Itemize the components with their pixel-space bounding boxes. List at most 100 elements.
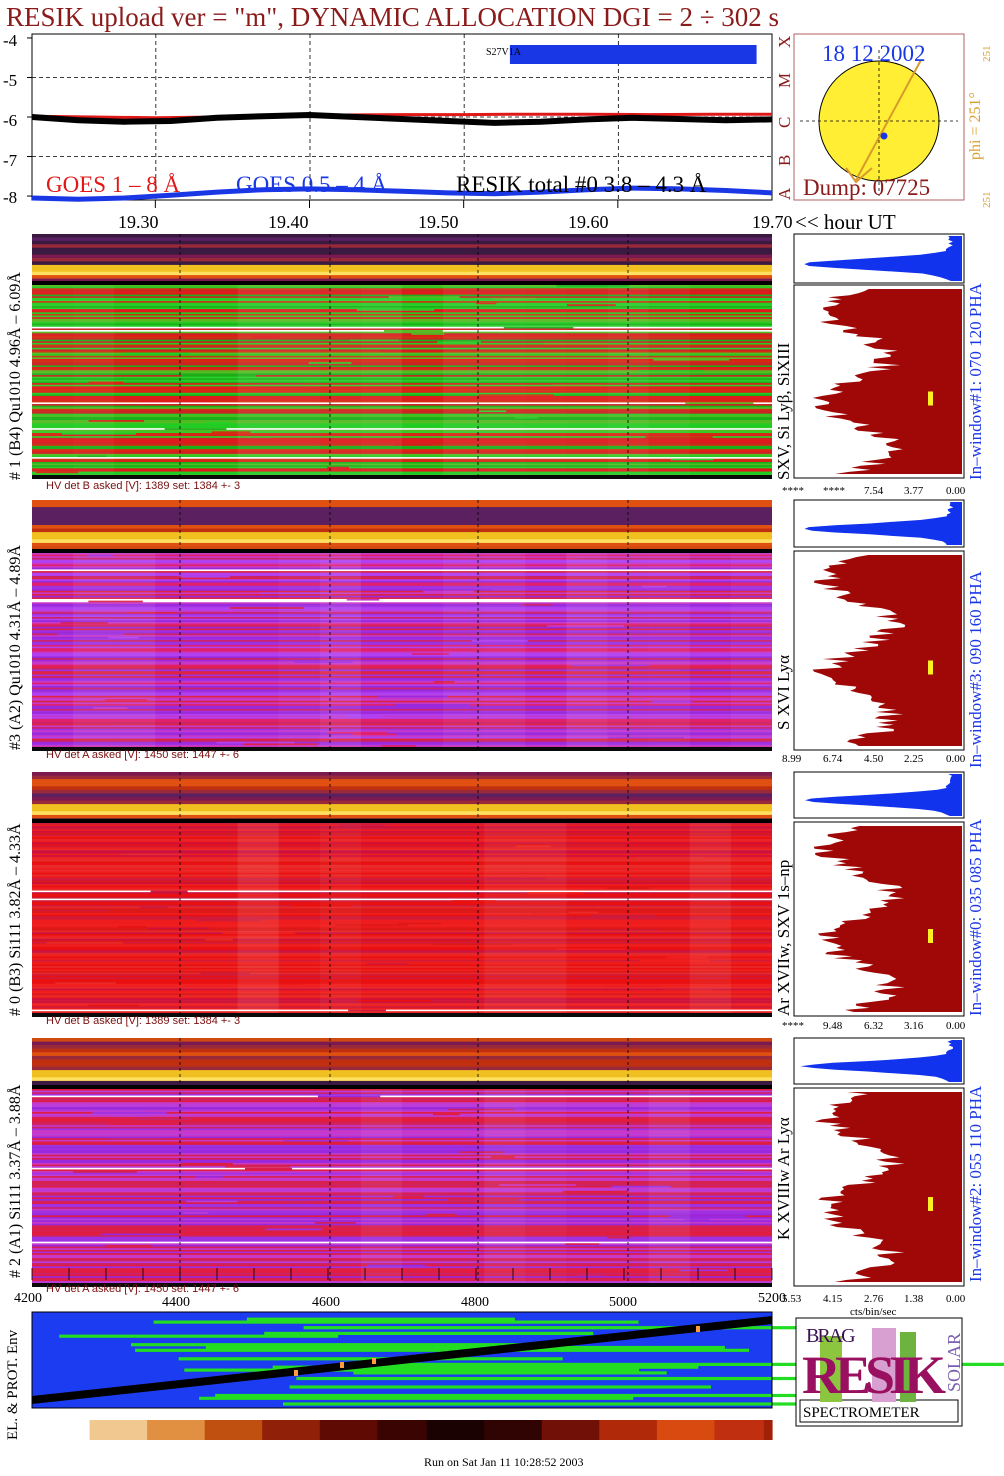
spectrogram-row	[32, 347, 772, 350]
spectrogram-row	[32, 901, 772, 905]
spectrogram-patch	[648, 708, 695, 712]
spectrogram-row	[32, 832, 772, 835]
spectrogram-patch	[113, 725, 160, 728]
spectrogram-row	[32, 866, 772, 869]
gradient-segment	[484, 1420, 493, 1440]
hist-tick: 3.77	[904, 485, 924, 497]
spectrogram-row	[32, 1107, 772, 1110]
segment-label: S27V1A	[486, 47, 522, 58]
spectrogram-row	[32, 1230, 772, 1233]
gradient-segment	[155, 1420, 165, 1440]
goes-class-label: X	[775, 35, 794, 48]
spectrogram-top-row	[32, 800, 772, 805]
spectrogram-patch	[88, 554, 113, 557]
spectrogram-patch	[670, 458, 714, 461]
spectrogram-row	[32, 656, 772, 659]
spectrogram-row	[32, 731, 772, 735]
hist-tick: 2.76	[864, 1293, 884, 1305]
spectrogram-patch	[128, 612, 175, 615]
spectrogram-patch	[479, 410, 507, 413]
spectrogram-row	[32, 1184, 772, 1187]
spectrogram-row	[32, 851, 772, 855]
spectrogram-patch	[556, 285, 629, 288]
spectrogram-patch	[607, 1236, 630, 1239]
gradient-segment	[689, 1420, 699, 1440]
spectrogram-row	[32, 1221, 772, 1225]
spectrogram-patch	[211, 431, 251, 434]
spectrogram-row	[32, 598, 772, 602]
gradient-segment	[64, 1420, 74, 1440]
spectrogram-row	[32, 672, 772, 676]
spectrogram-patch	[393, 1195, 425, 1198]
spectrogram-row	[32, 913, 772, 916]
hist-tick: 6.32	[864, 1020, 884, 1032]
spectrogram-row	[32, 975, 772, 978]
spectral-line-label: SXV, Si Lyβ, SiXIII	[774, 342, 793, 480]
spectrogram-column	[237, 823, 279, 1016]
gradient-segment	[434, 1420, 444, 1440]
spectrogram-row	[32, 831, 772, 834]
spectrogram-row	[32, 1108, 772, 1111]
spectrogram-patch	[388, 296, 460, 299]
spectrogram-row	[32, 1138, 772, 1141]
gradient-segment	[303, 1420, 313, 1440]
gradient-segment	[73, 1420, 82, 1440]
spectrogram-row	[32, 824, 772, 827]
spectrogram-row	[32, 1194, 772, 1197]
spectrogram-row	[32, 378, 772, 381]
spectrogram-top-row	[32, 1063, 772, 1068]
spectrogram-row	[32, 708, 772, 712]
spectrogram-row	[32, 644, 772, 648]
spectrogram-row	[32, 685, 772, 689]
gradient-segment	[418, 1420, 428, 1440]
spectrogram-row	[32, 735, 772, 738]
spectrogram-row	[32, 1092, 772, 1095]
spectrogram-row	[32, 996, 772, 999]
spectrogram-row	[32, 320, 772, 323]
spectrogram-column	[237, 285, 279, 478]
spectrogram-row	[32, 623, 772, 626]
spectrogram-row	[32, 640, 772, 643]
spectrogram-top-row	[32, 532, 772, 537]
spectrogram-row	[32, 1233, 772, 1236]
spectrogram-row	[32, 571, 772, 574]
env-row	[303, 1326, 951, 1330]
spectrogram-column	[525, 1089, 566, 1286]
spectrogram-patch	[568, 911, 599, 914]
spectrogram-top-row	[32, 789, 772, 794]
spectrogram-row	[32, 595, 772, 598]
gradient-segment	[188, 1420, 197, 1440]
goes-class-label: C	[775, 116, 794, 128]
spectrogram-row	[32, 1159, 772, 1162]
spectrogram-row	[32, 1226, 772, 1230]
spectrogram-row	[32, 638, 772, 641]
spectrogram-patch	[544, 342, 608, 346]
spectrogram-top-row	[32, 247, 772, 252]
spectrogram-row	[32, 1004, 772, 1007]
spectrogram-row	[32, 580, 772, 584]
window-marker	[928, 929, 933, 943]
spectrogram-top-row	[32, 1070, 772, 1075]
spectrogram-row	[32, 342, 772, 346]
spectrogram-row	[32, 463, 772, 466]
gradient-bar	[32, 1420, 773, 1440]
spectrogram-row	[32, 379, 772, 383]
env-row	[283, 1402, 844, 1406]
spectrogram-row	[32, 626, 772, 630]
spectrogram-column	[484, 823, 526, 1016]
spectrogram-row	[32, 741, 772, 745]
spectrogram-row	[32, 649, 772, 653]
spectrogram-row	[32, 564, 772, 567]
spectrogram-row	[32, 301, 772, 304]
spectrogram-patch	[667, 956, 708, 959]
spectrogram-column	[484, 1089, 526, 1286]
spectrogram-row	[32, 620, 772, 623]
spectrogram-patch	[411, 333, 445, 336]
gradient-segment	[730, 1420, 740, 1440]
spectrogram-row	[32, 437, 772, 440]
spectrogram-column	[689, 823, 731, 1016]
spectrogram-row	[32, 607, 772, 610]
hist-tick: 7.54	[864, 485, 884, 497]
spectrogram-column	[443, 285, 485, 478]
spectrogram-row	[32, 1220, 772, 1223]
